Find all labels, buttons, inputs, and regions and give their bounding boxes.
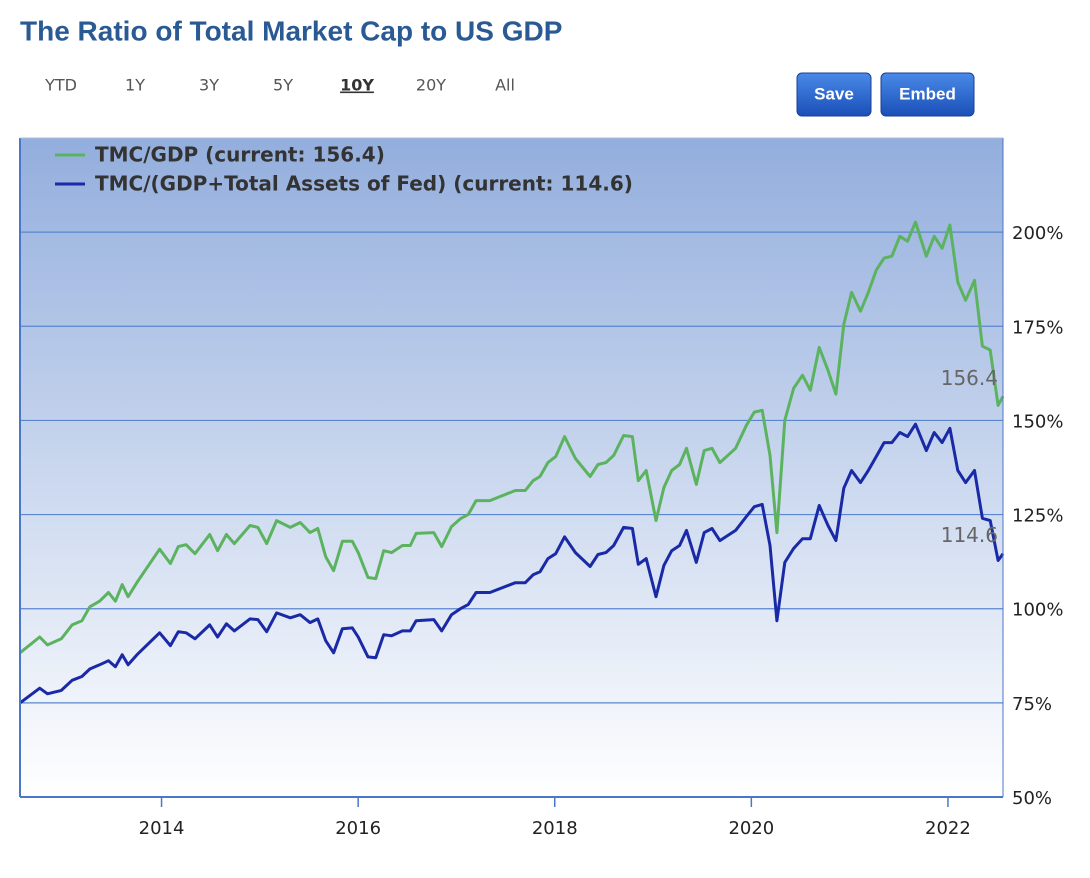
- legend-label: TMC/(GDP+Total Assets of Fed) (current: …: [95, 172, 633, 196]
- legend-label: TMC/GDP (current: 156.4): [95, 143, 385, 167]
- y-tick-label: 175%: [1012, 317, 1063, 338]
- y-tick-label: 100%: [1012, 600, 1063, 621]
- x-tick-label: 2018: [532, 818, 578, 839]
- plot-area: [20, 138, 1003, 797]
- range-option[interactable]: 20Y: [416, 76, 446, 95]
- range-option[interactable]: 1Y: [125, 76, 145, 95]
- x-tick-label: 2020: [728, 818, 774, 839]
- range-option[interactable]: YTD: [44, 76, 77, 95]
- range-option[interactable]: 3Y: [199, 76, 219, 95]
- action-label[interactable]: Embed: [899, 84, 956, 103]
- y-tick-label: 75%: [1012, 694, 1052, 715]
- end-value-label: 156.4: [941, 366, 998, 390]
- end-value-label: 114.6: [941, 523, 998, 547]
- series-line: [19, 422, 1005, 705]
- x-tick-label: 2022: [925, 818, 971, 839]
- y-tick-label: 50%: [1012, 788, 1052, 809]
- action-button[interactable]: [796, 72, 872, 117]
- action-button[interactable]: [880, 72, 975, 117]
- y-tick-label: 125%: [1012, 506, 1063, 527]
- range-option[interactable]: All: [495, 76, 515, 95]
- y-tick-label: 200%: [1012, 223, 1063, 244]
- series-line: [19, 220, 1005, 654]
- x-tick-label: 2016: [335, 818, 381, 839]
- y-tick-label: 150%: [1012, 411, 1063, 432]
- range-option[interactable]: 10Y: [340, 76, 374, 95]
- range-option[interactable]: 5Y: [273, 76, 293, 95]
- x-tick-label: 2014: [139, 818, 185, 839]
- action-label[interactable]: Save: [814, 84, 854, 103]
- chart-title: The Ratio of Total Market Cap to US GDP: [20, 15, 562, 46]
